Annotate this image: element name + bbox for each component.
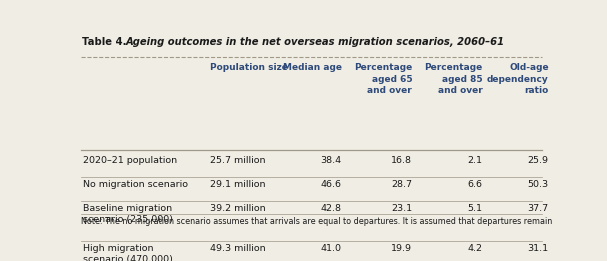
Text: 25.9: 25.9 bbox=[527, 156, 549, 165]
Text: 25.7 million: 25.7 million bbox=[210, 156, 265, 165]
Text: 5.1: 5.1 bbox=[468, 204, 483, 213]
Text: Population size: Population size bbox=[210, 63, 288, 73]
Text: 16.8: 16.8 bbox=[392, 156, 412, 165]
Text: Median age: Median age bbox=[283, 63, 342, 73]
Text: 19.9: 19.9 bbox=[392, 244, 412, 253]
Text: 49.3 million: 49.3 million bbox=[210, 244, 266, 253]
Text: 42.8: 42.8 bbox=[320, 204, 342, 213]
Text: 46.6: 46.6 bbox=[320, 180, 342, 189]
Text: 28.7: 28.7 bbox=[392, 180, 412, 189]
Text: 23.1: 23.1 bbox=[391, 204, 412, 213]
Text: High migration
scenario (470,000): High migration scenario (470,000) bbox=[83, 244, 173, 261]
Text: Table 4.: Table 4. bbox=[81, 37, 126, 47]
Text: 41.0: 41.0 bbox=[320, 244, 342, 253]
Text: 39.2 million: 39.2 million bbox=[210, 204, 266, 213]
Text: Percentage
aged 85
and over: Percentage aged 85 and over bbox=[424, 63, 483, 95]
Text: 29.1 million: 29.1 million bbox=[210, 180, 265, 189]
Text: 38.4: 38.4 bbox=[320, 156, 342, 165]
Text: Old-age
dependency
ratio: Old-age dependency ratio bbox=[487, 63, 549, 95]
Text: 31.1: 31.1 bbox=[527, 244, 549, 253]
Text: 2020–21 population: 2020–21 population bbox=[83, 156, 177, 165]
Text: 2.1: 2.1 bbox=[468, 156, 483, 165]
Text: Baseline migration
scenario (235,000): Baseline migration scenario (235,000) bbox=[83, 204, 173, 224]
Text: 37.7: 37.7 bbox=[527, 204, 549, 213]
Text: 6.6: 6.6 bbox=[468, 180, 483, 189]
Text: Note: The no migration scenario assumes that arrivals are equal to departures. I: Note: The no migration scenario assumes … bbox=[81, 217, 552, 226]
Text: Ageing outcomes in the net overseas migration scenarios, 2060–61: Ageing outcomes in the net overseas migr… bbox=[125, 37, 504, 47]
Text: 4.2: 4.2 bbox=[468, 244, 483, 253]
Text: No migration scenario: No migration scenario bbox=[83, 180, 188, 189]
Text: Percentage
aged 65
and over: Percentage aged 65 and over bbox=[354, 63, 412, 95]
Text: 50.3: 50.3 bbox=[527, 180, 549, 189]
